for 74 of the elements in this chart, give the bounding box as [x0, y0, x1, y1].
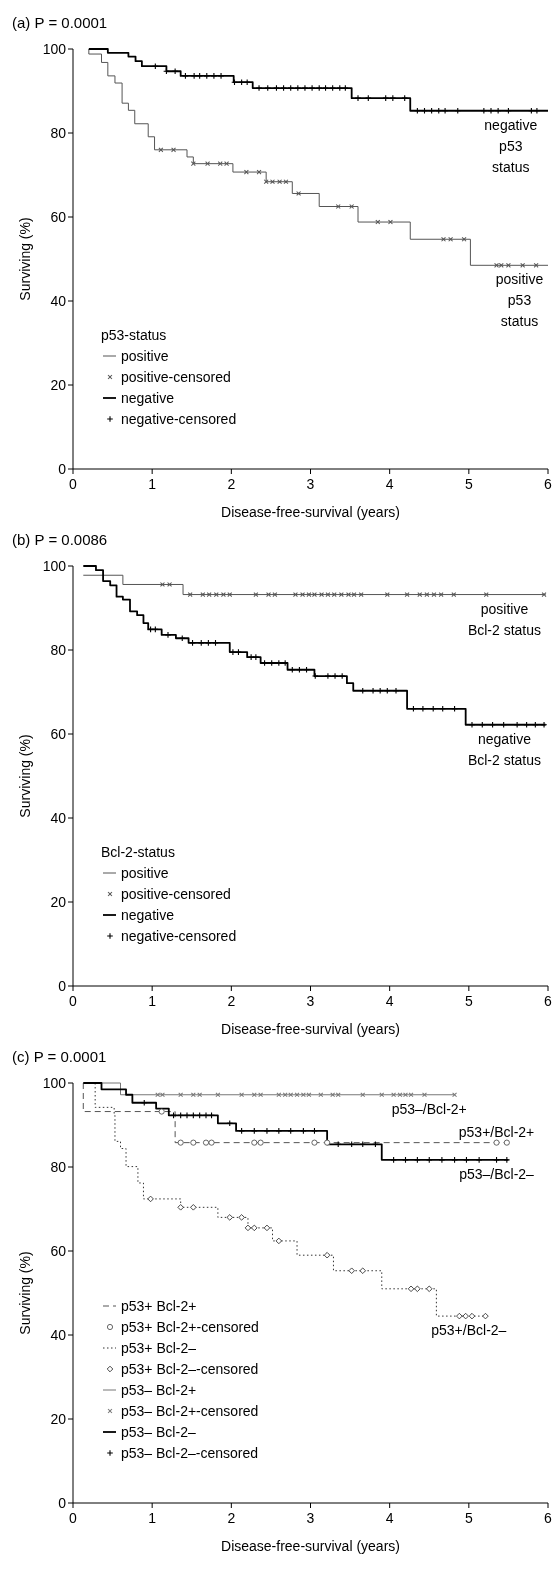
annotation: positive p53 status: [495, 271, 544, 330]
x-tick-label: 4: [385, 1510, 394, 1526]
legend-title: p53-status: [101, 327, 167, 343]
y-tick-label: 80: [50, 1158, 67, 1175]
legend-label: positive-censored: [121, 886, 231, 902]
y-tick-label: 0: [58, 1494, 67, 1511]
y-tick-label: 100: [42, 557, 67, 574]
legend-label: p53+ Bcl-2–: [121, 1340, 197, 1356]
chart-title: (a) P = 0.0001: [12, 14, 108, 31]
x-tick-label: 3: [306, 1510, 315, 1526]
annotation: p53+/Bcl-2–: [431, 1322, 507, 1339]
x-tick-label: 6: [544, 993, 553, 1009]
legend-label: p53– Bcl-2–: [121, 1424, 196, 1440]
x-tick-label: 1: [148, 476, 157, 492]
y-axis-title: Surviving (%): [17, 1251, 33, 1335]
legend-label: p53– Bcl-2+-censored: [121, 1403, 259, 1419]
legend-label: p53– Bcl-2–-censored: [121, 1445, 258, 1461]
legend-title: Bcl-2-status: [101, 844, 175, 860]
y-tick-label: 100: [42, 1074, 67, 1091]
legend-label: positive-censored: [121, 369, 231, 385]
y-tick-label: 100: [42, 40, 67, 57]
y-tick-label: 20: [50, 893, 67, 910]
legend-label: positive: [121, 865, 169, 881]
y-tick-label: 40: [50, 292, 67, 309]
x-tick-label: 5: [464, 1510, 473, 1526]
x-tick-label: 3: [306, 476, 315, 492]
legend-label: negative-censored: [121, 411, 237, 427]
chart-title: (b) P = 0.0086: [12, 531, 108, 548]
x-axis-title: Disease-free-survival (years): [221, 504, 400, 520]
legend-label: negative: [121, 907, 175, 923]
annotation: p53–/Bcl-2–: [459, 1165, 535, 1182]
legend-label: negative-censored: [121, 928, 237, 944]
legend-label: p53+ Bcl-2+: [121, 1298, 197, 1314]
annotation: negative p53 status: [484, 116, 538, 175]
x-tick-label: 3: [306, 993, 315, 1009]
x-tick-label: 0: [69, 476, 78, 492]
y-tick-label: 40: [50, 1326, 67, 1343]
x-tick-label: 4: [385, 993, 394, 1009]
x-tick-label: 5: [464, 476, 473, 492]
legend-label: p53– Bcl-2+: [121, 1382, 197, 1398]
y-tick-label: 40: [50, 809, 67, 826]
x-tick-label: 0: [69, 1510, 78, 1526]
x-tick-label: 2: [227, 1510, 236, 1526]
y-tick-label: 20: [50, 1410, 67, 1427]
x-tick-label: 2: [227, 476, 236, 492]
y-tick-label: 60: [50, 1242, 67, 1259]
annotation: negative Bcl-2 status: [467, 730, 542, 768]
x-tick-label: 2: [227, 993, 236, 1009]
chart-title: (c) P = 0.0001: [12, 1048, 107, 1065]
annotation: p53+/Bcl-2+: [458, 1123, 535, 1140]
x-axis-title: Disease-free-survival (years): [221, 1538, 400, 1554]
y-axis-title: Surviving (%): [17, 217, 33, 301]
annotation: p53–/Bcl-2+: [391, 1100, 467, 1117]
y-tick-label: 0: [58, 977, 67, 994]
x-tick-label: 1: [148, 1510, 157, 1526]
y-tick-label: 60: [50, 208, 67, 225]
y-tick-label: 60: [50, 725, 67, 742]
y-tick-label: 80: [50, 124, 67, 141]
y-tick-label: 20: [50, 376, 67, 393]
annotation: positive Bcl-2 status: [467, 600, 542, 638]
legend-label: p53+ Bcl-2+-censored: [121, 1319, 259, 1335]
x-tick-label: 6: [544, 1510, 553, 1526]
legend-label: negative: [121, 390, 175, 406]
y-tick-label: 0: [58, 460, 67, 477]
x-axis-title: Disease-free-survival (years): [221, 1021, 400, 1037]
x-tick-label: 4: [385, 476, 394, 492]
x-tick-label: 5: [464, 993, 473, 1009]
legend-label: positive: [121, 348, 169, 364]
y-tick-label: 80: [50, 641, 67, 658]
x-tick-label: 6: [544, 476, 553, 492]
y-axis-title: Surviving (%): [17, 734, 33, 818]
legend-label: p53+ Bcl-2–-censored: [121, 1361, 259, 1377]
x-tick-label: 0: [69, 993, 78, 1009]
x-tick-label: 1: [148, 993, 157, 1009]
